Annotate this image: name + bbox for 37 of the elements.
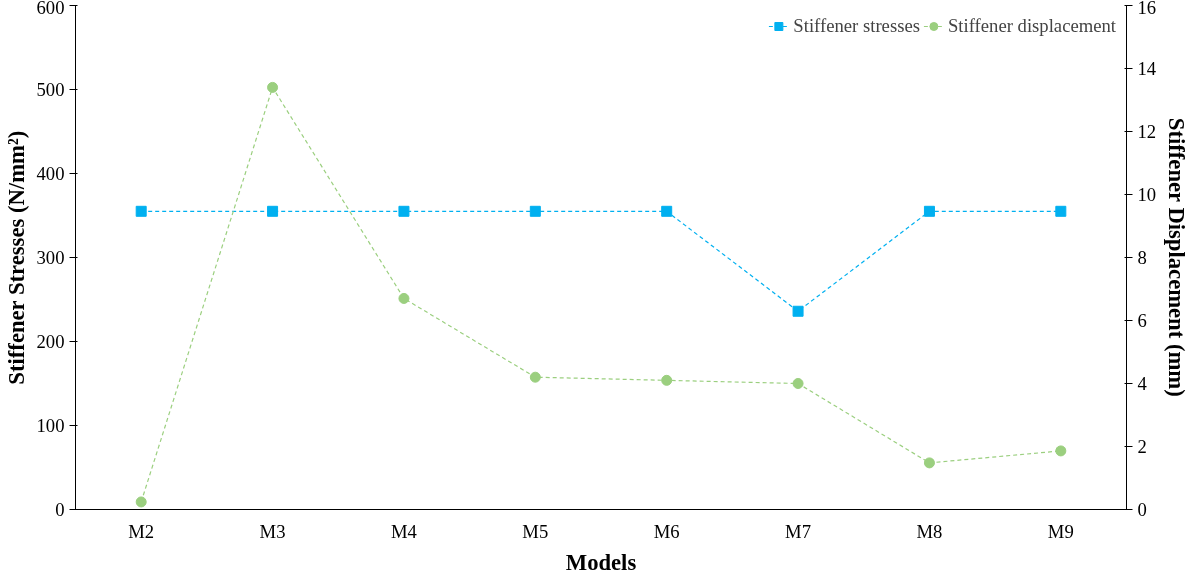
y-axis-title: Stiffener Stresses (N/mm²): [3, 130, 29, 385]
y2-tick-label: 0: [1137, 499, 1147, 520]
x-tick-label: M2: [128, 520, 155, 542]
y2-tick-label: 16: [1137, 0, 1157, 18]
y2-tick-label: 2: [1137, 436, 1147, 457]
y-tick-label: 0: [55, 499, 65, 520]
x-tick-label: M6: [653, 520, 680, 542]
point: [792, 378, 804, 389]
point: [661, 374, 673, 386]
x-tick-label: M4: [390, 520, 418, 542]
y2-tick-label: 6: [1137, 310, 1147, 331]
y-tick-label: 100: [36, 415, 65, 436]
y-tick-label: 400: [36, 163, 65, 184]
y-tick-label: 200: [36, 331, 65, 352]
y2-tick-label: 12: [1137, 121, 1157, 142]
y2-tick-label: 8: [1137, 247, 1147, 268]
y-tick-label: 500: [36, 79, 65, 100]
y2-tick-label: 14: [1137, 58, 1157, 79]
x-axis-title: Models: [565, 549, 637, 575]
y2-axis-title: Stiffener Displacement (mm): [1164, 117, 1190, 397]
y-tick-label: 600: [36, 0, 65, 18]
x-tick-label: M7: [785, 520, 812, 542]
point: [398, 292, 410, 304]
point: [267, 81, 279, 93]
point: [135, 496, 147, 508]
y-tick-label: 300: [36, 247, 65, 268]
x-tick-label: M3: [259, 520, 286, 542]
x-tick-label: M5: [522, 520, 549, 542]
point: [923, 457, 935, 469]
point: [1055, 445, 1067, 457]
y2-tick-label: 4: [1137, 373, 1148, 394]
point: [529, 371, 541, 383]
x-tick-label: M9: [1047, 520, 1074, 542]
y2-tick-label: 10: [1137, 184, 1157, 205]
legend-label: Stiffener displacement: [947, 15, 1116, 37]
x-tick-label: M8: [916, 520, 943, 542]
legend-label: Stiffener stresses: [793, 15, 920, 37]
